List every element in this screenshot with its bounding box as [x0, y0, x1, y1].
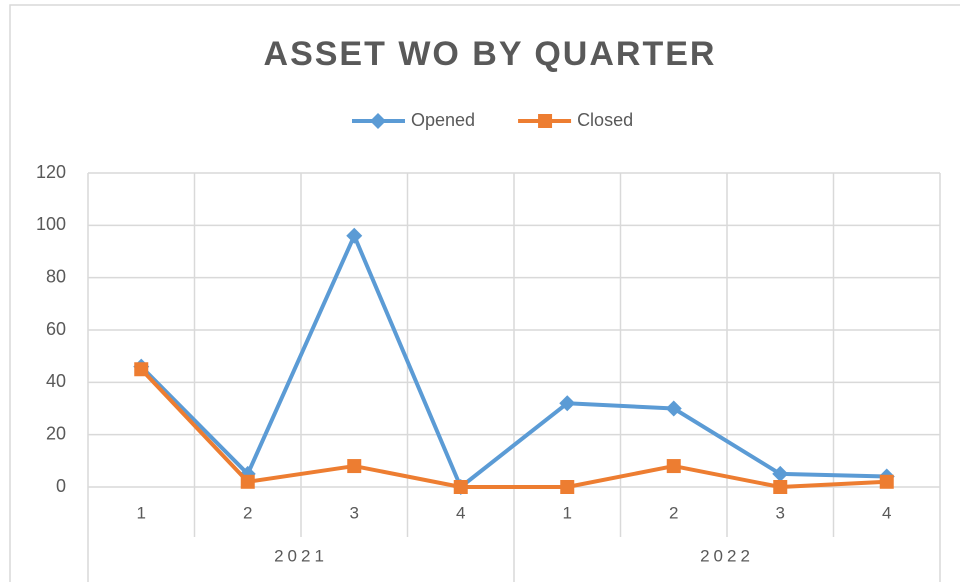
- legend-label: Closed: [577, 110, 633, 130]
- x-tick-label: 4: [456, 503, 465, 522]
- x-tick-label: 1: [563, 503, 572, 522]
- data-point: [773, 480, 788, 494]
- chart-title: ASSET WO BY QUARTER: [264, 35, 717, 73]
- data-point: [347, 459, 362, 474]
- series-line: [139, 367, 887, 489]
- data-point: [772, 465, 789, 482]
- y-tick-label: 0: [56, 476, 66, 496]
- legend-item: Closed: [518, 110, 633, 130]
- y-tick-label: 60: [46, 319, 66, 339]
- y-tick-label: 80: [46, 266, 66, 286]
- data-point: [665, 400, 682, 417]
- x-group-label: 2021: [274, 546, 328, 565]
- legend-item: Opened: [352, 110, 475, 130]
- x-tick-label: 2: [669, 503, 678, 522]
- x-tick-label: 1: [137, 503, 146, 522]
- x-tick-label: 3: [776, 503, 785, 522]
- data-point: [559, 395, 576, 412]
- y-tick-label: 40: [46, 371, 66, 391]
- y-tick-label: 100: [36, 214, 66, 234]
- data-point: [560, 480, 575, 494]
- data-point: [879, 474, 894, 489]
- x-tick-label: 2: [243, 503, 252, 522]
- x-group-label: 2022: [700, 546, 754, 565]
- x-tick-label: 3: [350, 503, 359, 522]
- data-point: [346, 227, 363, 244]
- legend-marker: [370, 113, 386, 129]
- y-tick-label: 20: [46, 423, 66, 443]
- data-point: [666, 459, 681, 474]
- legend-label: Opened: [411, 110, 475, 130]
- legend-marker: [538, 114, 553, 128]
- data-point: [240, 474, 255, 489]
- x-tick-label: 4: [882, 503, 891, 522]
- chart-border: [9, 4, 960, 582]
- series-line: [139, 233, 887, 489]
- y-tick-label: 120: [36, 162, 66, 182]
- data-point: [453, 480, 468, 494]
- data-point: [134, 362, 149, 377]
